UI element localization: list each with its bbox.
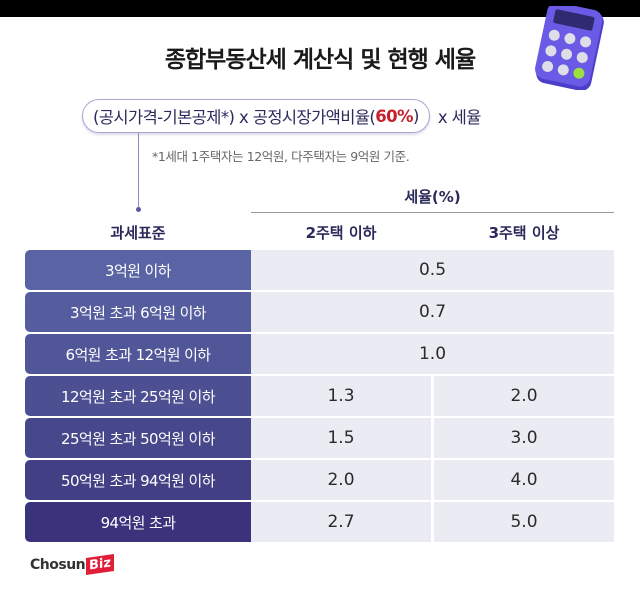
formula: (공시가격-기본공제*) x 공정시장가액비율(60%) x 세율 xyxy=(82,99,481,133)
table-row: 3억원 초과 6억원 이하 0.7 xyxy=(25,292,614,332)
formula-part2: ) xyxy=(412,106,419,126)
row-label: 3억원 초과 6억원 이하 xyxy=(25,292,251,332)
rate-cell-merged: 0.7 xyxy=(251,292,614,332)
row-label: 50억원 초과 94억원 이하 xyxy=(25,460,251,500)
chosunbiz-logo: Chosun Biz xyxy=(30,554,115,575)
rate-cell-3-houses: 3.0 xyxy=(434,418,614,458)
connector-line xyxy=(138,133,139,209)
row-label: 6억원 초과 12억원 이하 xyxy=(25,334,251,374)
rate-cell-2-houses: 2.0 xyxy=(251,460,431,500)
rate-cell-2-houses: 1.5 xyxy=(251,418,431,458)
table-row: 50억원 초과 94억원 이하 2.0 4.0 xyxy=(25,460,614,500)
table-row: 3억원 이하 0.5 xyxy=(25,250,614,290)
row-label: 12억원 초과 25억원 이하 xyxy=(25,376,251,416)
page-title: 종합부동산세 계산식 및 현행 세율 xyxy=(164,47,476,73)
connector-dot xyxy=(136,207,141,212)
table-row: 94억원 초과 2.7 5.0 xyxy=(25,502,614,542)
calculator-icon xyxy=(535,6,604,90)
header-rule xyxy=(251,212,614,213)
rate-cell-merged: 0.5 xyxy=(251,250,614,290)
formula-highlight: 60% xyxy=(375,106,413,126)
logo-main: Chosun xyxy=(30,556,86,573)
rate-cell-2-houses: 2.7 xyxy=(251,502,431,542)
rate-header: 세율(%) xyxy=(404,188,461,206)
rate-cell-3-houses: 5.0 xyxy=(434,502,614,542)
col-header-base: 과세표준 xyxy=(110,224,166,242)
formula-pill: (공시가격-기본공제*) x 공정시장가액비율(60%) xyxy=(82,99,430,133)
table-row: 12억원 초과 25억원 이하 1.3 2.0 xyxy=(25,376,614,416)
formula-part1: (공시가격-기본공제*) x 공정시장가액비율( xyxy=(93,108,376,127)
row-label: 94억원 초과 xyxy=(25,502,251,542)
logo-tag: Biz xyxy=(86,554,115,575)
col-header-3-houses: 3주택 이상 xyxy=(488,224,560,242)
rate-cell-merged: 1.0 xyxy=(251,334,614,374)
table-row: 6억원 초과 12억원 이하 1.0 xyxy=(25,334,614,374)
table-row: 25억원 초과 50억원 이하 1.5 3.0 xyxy=(25,418,614,458)
row-label: 25억원 초과 50억원 이하 xyxy=(25,418,251,458)
formula-suffix: x 세율 xyxy=(437,108,482,127)
top-bar xyxy=(0,0,640,17)
footnote: *1세대 1주택자는 12억원, 다주택자는 9억원 기준. xyxy=(152,149,410,164)
row-label: 3억원 이하 xyxy=(25,250,251,290)
rate-cell-3-houses: 4.0 xyxy=(434,460,614,500)
col-header-2-houses: 2주택 이하 xyxy=(305,224,377,242)
tax-rate-table: 3억원 이하 0.5 3억원 초과 6억원 이하 0.7 6억원 초과 12억원… xyxy=(25,250,614,544)
rate-cell-3-houses: 2.0 xyxy=(434,376,614,416)
rate-cell-2-houses: 1.3 xyxy=(251,376,431,416)
